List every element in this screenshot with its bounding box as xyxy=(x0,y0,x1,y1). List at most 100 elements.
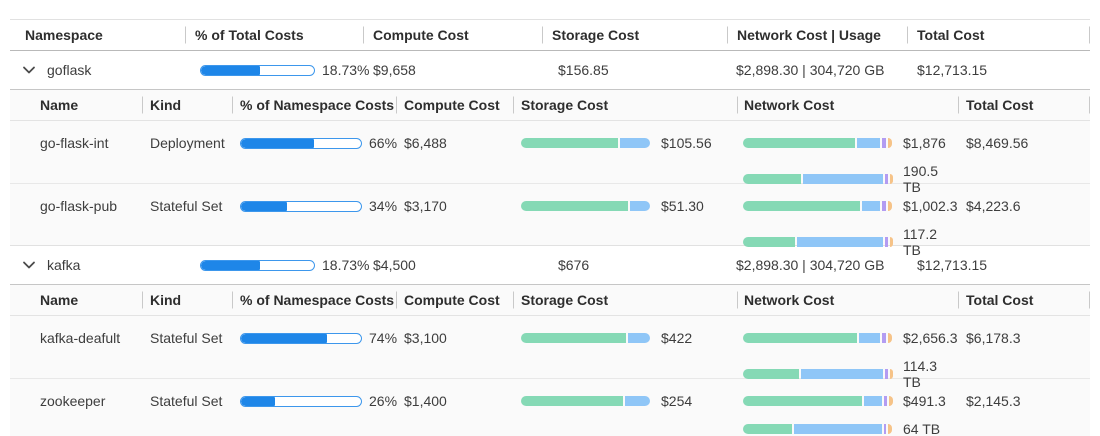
pct-namespace-value: 74% xyxy=(369,330,398,346)
pct-namespace-cell: 74% xyxy=(232,330,398,346)
column-header-name: Name xyxy=(40,97,79,113)
network-usage-value: 190.5 TB xyxy=(903,163,939,195)
total-cost-value: $12,713.15 xyxy=(917,62,988,78)
storage-cost-value: $422 xyxy=(661,330,693,346)
total-cost-value: $4,223.6 xyxy=(966,198,1021,214)
chevron-down-icon[interactable] xyxy=(22,65,36,75)
network-usage-value: 64 TB xyxy=(903,421,941,436)
column-header-namespace: Namespace xyxy=(25,27,103,43)
pct-namespace-bar xyxy=(240,395,362,407)
total-cost-value: $2,145.3 xyxy=(966,393,1021,409)
workload-kind: Deployment xyxy=(150,135,225,151)
storage-cost-bar xyxy=(521,201,652,211)
column-header-storage-cost: Storage Cost xyxy=(542,20,727,50)
pct-total-bar xyxy=(200,259,315,271)
workload-header-row: Name Kind % of Namespace Costs Compute C… xyxy=(10,89,1090,121)
network-cost-value: $2,656.3 xyxy=(903,330,958,346)
namespace-row-kafka[interactable]: kafka 18.73% $4,500 $676 $2,898.30 | 304… xyxy=(10,246,1090,284)
total-cost-value: $8,469.56 xyxy=(966,135,1029,151)
namespace-name: kafka xyxy=(47,257,81,273)
storage-cost-cell: $105.56 xyxy=(513,135,737,151)
column-header-network-cost: Network Cost xyxy=(737,285,958,315)
network-usage-bar xyxy=(743,369,895,379)
workload-kind: Stateful Set xyxy=(150,393,223,409)
namespace-row-goflask[interactable]: goflask 18.73% $9,658 $156.85 $2,898.30 … xyxy=(10,51,1090,89)
workload-kind: Stateful Set xyxy=(150,198,223,214)
network-cost-bar xyxy=(743,138,895,148)
pct-namespace-bar xyxy=(240,332,362,344)
storage-cost-value: $676 xyxy=(558,257,590,273)
namespace-name-cell: kafka xyxy=(10,257,185,273)
storage-cost-bar xyxy=(521,396,652,406)
workload-name: kafka-deafult xyxy=(40,330,121,346)
network-cost-cell: $2,656.3 114.3 TB xyxy=(737,330,958,390)
network-cost-bar xyxy=(743,333,895,343)
pct-namespace-value: 66% xyxy=(369,135,398,151)
pct-namespace-cell: 66% xyxy=(232,135,398,151)
compute-cost-value: $1,400 xyxy=(404,393,447,409)
chevron-down-icon[interactable] xyxy=(22,260,36,270)
pct-total-value: 18.73% xyxy=(322,62,370,78)
column-header-total-cost: Total Cost xyxy=(958,90,1090,120)
workload-name: go-flask-int xyxy=(40,135,109,151)
network-cost-value: $1,002.3 xyxy=(903,198,958,214)
column-header-pct-namespace-costs: % of Namespace Costs xyxy=(232,285,396,315)
storage-cost-value: $156.85 xyxy=(558,62,609,78)
compute-cost-value: $4,500 xyxy=(373,257,416,273)
namespace-name-cell: goflask xyxy=(10,62,185,78)
compute-cost-value: $9,658 xyxy=(373,62,416,78)
compute-cost-value: $3,170 xyxy=(404,198,447,214)
network-cost-usage-value: $2,898.30 | 304,720 GB xyxy=(736,257,885,273)
column-header-pct-namespace-costs: % of Namespace Costs xyxy=(232,90,396,120)
network-usage-value: 117.2 TB xyxy=(903,226,937,258)
cost-table: Namespace % of Total Costs Compute Cost … xyxy=(10,0,1090,436)
network-cost-usage-value: $2,898.30 | 304,720 GB xyxy=(736,62,885,78)
column-header-compute-cost: Compute Cost xyxy=(363,20,542,50)
pct-total-bar xyxy=(200,64,315,76)
storage-cost-value: $51.30 xyxy=(661,198,704,214)
column-header-pct-total-costs: % of Total Costs xyxy=(185,20,363,50)
pct-namespace-value: 34% xyxy=(369,198,398,214)
workload-name: go-flask-pub xyxy=(40,198,118,214)
workload-row-zookeeper: zookeeper Stateful Set 26% $1,400 $254 $… xyxy=(10,378,1090,436)
storage-cost-bar xyxy=(521,138,652,148)
pct-total-cell: 18.73% xyxy=(185,257,369,273)
network-cost-cell: $491.3 64 TB xyxy=(737,393,958,436)
storage-cost-cell: $422 xyxy=(513,330,737,346)
column-header-total-cost: Total Cost xyxy=(907,20,1090,50)
network-cost-value: $1,876 xyxy=(903,135,946,151)
column-header-name: Name xyxy=(40,292,79,308)
network-cost-bar xyxy=(743,396,895,406)
storage-cost-value: $254 xyxy=(661,393,693,409)
workload-header-row: Name Kind % of Namespace Costs Compute C… xyxy=(10,284,1090,316)
pct-namespace-cell: 34% xyxy=(232,198,398,214)
pct-namespace-bar xyxy=(240,200,362,212)
network-usage-bar xyxy=(743,424,895,434)
compute-cost-value: $6,488 xyxy=(404,135,447,151)
column-header-kind: Kind xyxy=(142,90,232,120)
network-cost-bar xyxy=(743,201,895,211)
pct-namespace-cell: 26% xyxy=(232,393,398,409)
storage-cost-cell: $51.30 xyxy=(513,198,737,214)
network-usage-bar xyxy=(743,174,895,184)
network-usage-value: 114.3 TB xyxy=(903,358,937,390)
column-header-storage-cost: Storage Cost xyxy=(513,90,737,120)
column-header-kind: Kind xyxy=(142,285,232,315)
workload-row-go-flask-int: go-flask-int Deployment 66% $6,488 $105.… xyxy=(10,121,1090,195)
workload-name: zookeeper xyxy=(40,393,106,409)
column-header-compute-cost: Compute Cost xyxy=(396,90,513,120)
total-cost-value: $12,713.15 xyxy=(917,257,988,273)
namespace-name: goflask xyxy=(47,62,92,78)
workload-table-kafka: Name Kind % of Namespace Costs Compute C… xyxy=(10,284,1090,436)
storage-cost-value: $105.56 xyxy=(661,135,712,151)
storage-cost-bar xyxy=(521,333,652,343)
workload-kind: Stateful Set xyxy=(150,330,223,346)
network-cost-cell: $1,876 190.5 TB xyxy=(737,135,958,195)
main-header-row: Namespace % of Total Costs Compute Cost … xyxy=(10,19,1090,51)
workload-table-goflask: Name Kind % of Namespace Costs Compute C… xyxy=(10,89,1090,258)
pct-total-value: 18.73% xyxy=(322,257,370,273)
column-header-network-cost: Network Cost xyxy=(737,90,958,120)
pct-total-cell: 18.73% xyxy=(185,62,369,78)
pct-namespace-bar xyxy=(240,137,362,149)
pct-namespace-value: 26% xyxy=(369,393,398,409)
